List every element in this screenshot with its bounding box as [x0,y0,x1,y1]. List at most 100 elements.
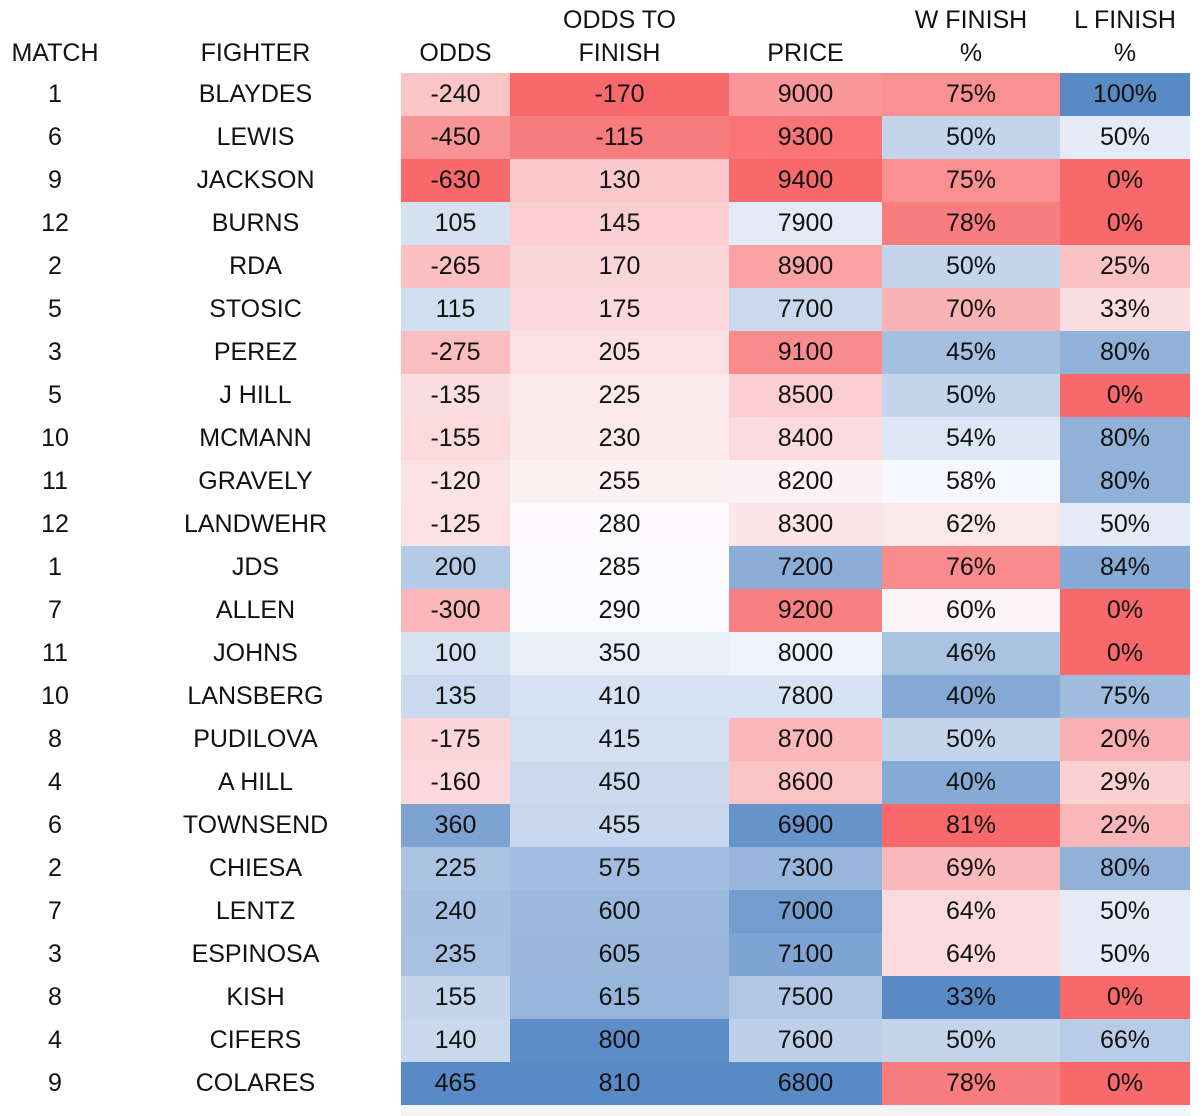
cell-match: 10 [41,424,69,452]
cell-odds: -450 [401,116,510,159]
cell-match: 8 [48,983,62,1011]
cell-l_finish_pct: 100% [1060,73,1190,116]
cell-w_finish_pct: 40% [882,675,1060,718]
cell-fighter: JOHNS [213,639,298,667]
cell-odds: 100 [401,632,510,675]
cell-l_finish_pct: 22% [1060,804,1190,847]
cell-price: 8600 [729,761,882,804]
cell-odds: 155 [401,976,510,1019]
cell-odds: -265 [401,245,510,288]
cell-match: 12 [41,209,69,237]
cell-odds: -160 [401,761,510,804]
cell-odds_to_finish: 350 [510,632,729,675]
cell-price: 6900 [729,804,882,847]
cell-fighter: A HILL [217,768,294,796]
cell-match: 6 [48,123,62,151]
cell-fighter: STOSIC [209,295,302,323]
cell-l_finish_pct: 80% [1060,417,1190,460]
cell-odds: 135 [401,675,510,718]
cell-w_finish_pct: 75% [882,159,1060,202]
cell-fighter: LANDWEHR [183,510,328,538]
cell-fighter: CIFERS [209,1026,302,1054]
cell-match: 1 [48,553,62,581]
cell-price: 7200 [729,546,882,589]
cell-w_finish_pct: 50% [882,245,1060,288]
cell-odds_to_finish: 285 [510,546,729,589]
cell-odds_to_finish: 170 [510,245,729,288]
header-match-label: MATCH [11,39,99,67]
cell-fighter: LANSBERG [187,682,324,710]
cell-price: 6800 [729,1062,882,1105]
cell-odds_to_finish: 605 [510,933,729,976]
cell-w_finish_pct: 46% [882,632,1060,675]
header-fighter: FIGHTER [110,37,401,73]
cell-w_finish_pct: 78% [882,202,1060,245]
cell-price: 7600 [729,1019,882,1062]
cell-fighter: ESPINOSA [191,940,320,968]
cell-odds: -135 [401,374,510,417]
cell-odds: -155 [401,417,510,460]
cell-l_finish_pct: 0% [1060,1062,1190,1105]
cell-odds_to_finish: 145 [510,202,729,245]
cell-w_finish_pct: 62% [882,503,1060,546]
cell-odds_to_finish: -115 [510,116,729,159]
cell-odds: -275 [401,331,510,374]
cell-l_finish_pct: 80% [1060,460,1190,503]
cell-l_finish_pct: 25% [1060,245,1190,288]
cell-fighter: LENTZ [215,897,296,925]
cell-odds_to_finish: 280 [510,503,729,546]
cell-match: 4 [48,768,62,796]
cell-fighter: PEREZ [213,338,298,366]
header-odds-to-finish-label: ODDS TO FINISH [563,6,676,67]
cell-match: 11 [42,467,68,495]
cell-fighter: BLAYDES [198,80,313,108]
cell-odds: -120 [401,460,510,503]
cell-l_finish_pct: 66% [1060,1019,1190,1062]
cell-w_finish_pct: 75% [882,73,1060,116]
cell-odds_to_finish: -170 [510,73,729,116]
cell-odds: -125 [401,503,510,546]
cell-price: 8200 [729,460,882,503]
cell-odds_to_finish: 410 [510,675,729,718]
cell-fighter: TOWNSEND [182,811,329,839]
cell-w_finish_pct: 40% [882,761,1060,804]
cell-l_finish_pct: 50% [1060,933,1190,976]
cell-fighter: ALLEN [215,596,296,624]
cell-match: 1 [48,80,62,108]
cell-price: 7500 [729,976,882,1019]
cell-match: 6 [48,811,62,839]
cell-l_finish_pct: 80% [1060,331,1190,374]
cell-l_finish_pct: 0% [1060,202,1190,245]
cell-w_finish_pct: 45% [882,331,1060,374]
cell-price: 7900 [729,202,882,245]
cell-odds: -300 [401,589,510,632]
cell-odds: 200 [401,546,510,589]
cell-match: 9 [48,1069,62,1097]
cell-odds_to_finish: 225 [510,374,729,417]
header-fighter-label: FIGHTER [200,39,311,67]
cell-odds_to_finish: 290 [510,589,729,632]
cell-fighter: JDS [231,553,280,581]
cell-price: 8700 [729,718,882,761]
cell-w_finish_pct: 64% [882,933,1060,976]
cell-odds_to_finish: 415 [510,718,729,761]
cell-odds: 105 [401,202,510,245]
cell-l_finish_pct: 0% [1060,976,1190,1019]
header-price: PRICE [729,37,882,73]
cell-odds_to_finish: 810 [510,1062,729,1105]
cell-odds_to_finish: 450 [510,761,729,804]
cell-fighter: J HILL [219,381,292,409]
cell-price: 9000 [729,73,882,116]
cell-price: 8000 [729,632,882,675]
cell-odds: 240 [401,890,510,933]
cell-match: 7 [48,596,62,624]
cell-l_finish_pct: 0% [1060,632,1190,675]
table-body: 1 BLAYDES -240 -170 9000 75% 100% 6 LEWIS -450 -11… [0,73,1190,1105]
cell-price: 7000 [729,890,882,933]
cell-price: 9400 [729,159,882,202]
cell-w_finish_pct: 50% [882,374,1060,417]
cell-fighter: JACKSON [196,166,315,194]
cell-l_finish_pct: 50% [1060,890,1190,933]
cell-l_finish_pct: 75% [1060,675,1190,718]
cell-w_finish_pct: 64% [882,890,1060,933]
